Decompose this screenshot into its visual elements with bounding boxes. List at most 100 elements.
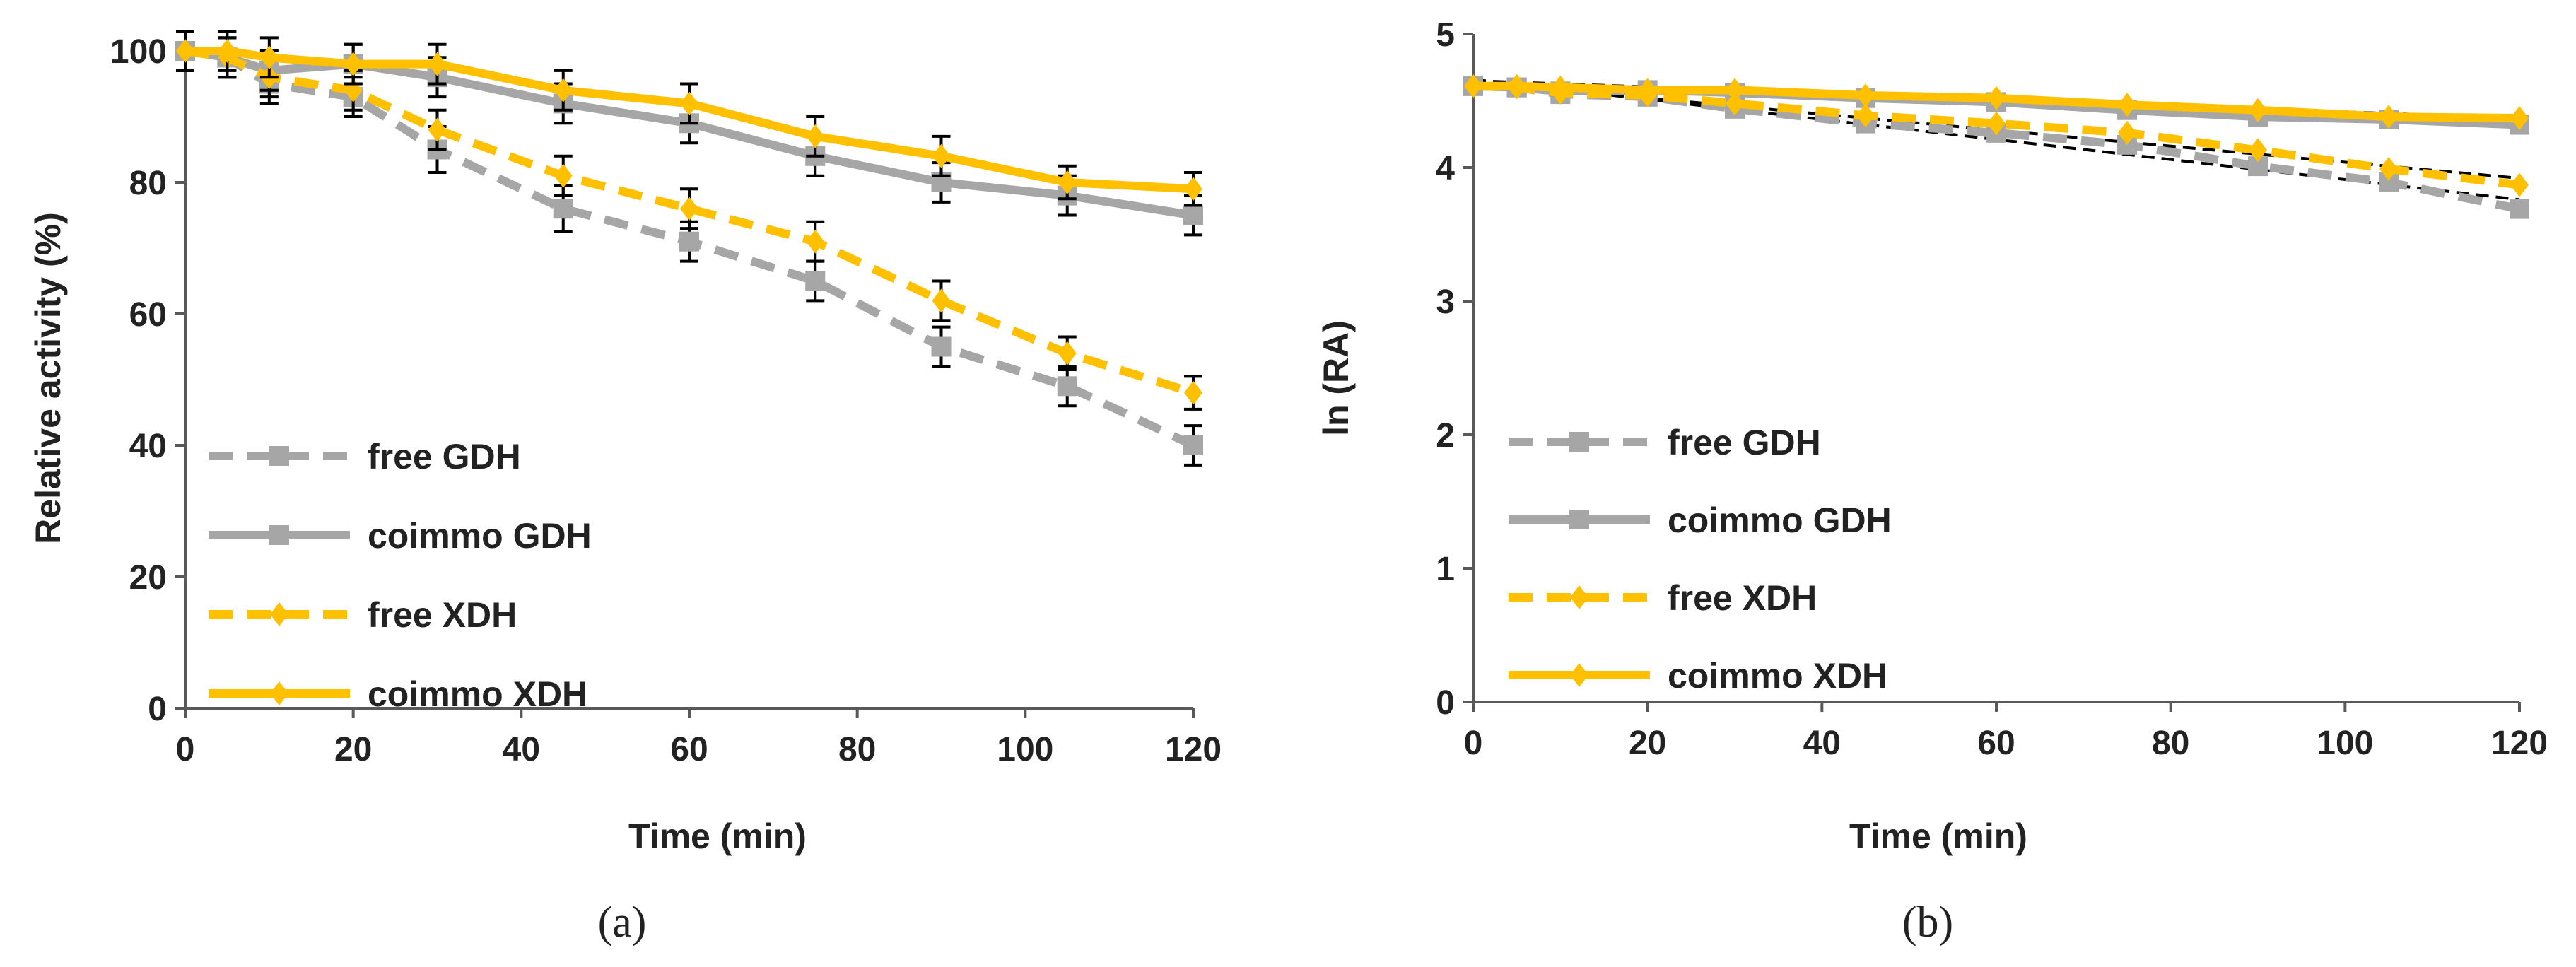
b-x-tick-label: 120: [2491, 725, 2548, 762]
a-point-free-gdh: [805, 271, 826, 291]
b-x-tick-label: 100: [2317, 725, 2373, 762]
b-point-coimmo-xdh: [2118, 93, 2136, 117]
b-y-tick-label: 4: [1436, 150, 1455, 187]
a-point-coimmo-xdh: [176, 39, 194, 63]
a-x-tick-label: 40: [503, 731, 540, 768]
a-point-free-xdh: [680, 197, 698, 221]
b-x-tick-label: 80: [2152, 725, 2189, 762]
b-point-free-xdh: [1856, 103, 1875, 128]
b-point-free-xdh: [1987, 111, 2006, 136]
b-point-free-xdh: [2510, 172, 2529, 197]
b-point-coimmo-xdh: [2510, 106, 2529, 131]
b-y-tick-label: 2: [1436, 417, 1455, 455]
a-legend-label-free-xdh: free XDH: [368, 595, 517, 635]
b-y-tick-label: 0: [1436, 684, 1455, 722]
b-legend-marker: [1569, 510, 1589, 529]
a-point-coimmo-xdh: [680, 91, 698, 116]
b-legend-label-free-gdh: free GDH: [1668, 423, 1821, 462]
a-point-free-xdh: [1184, 380, 1202, 405]
a-point-free-xdh: [428, 117, 447, 142]
chart-b-axes: 0 20 40 60 80 100 120 0 1 2 3 4 5: [1436, 16, 2548, 762]
a-x-tick-label: 60: [670, 731, 708, 768]
chart-a-legend: free GDH coimmo GDH free XDH coimmo XDH: [209, 437, 592, 714]
chart-a-ylabel: Relative activity (%): [28, 212, 68, 544]
a-point-free-gdh: [553, 199, 573, 219]
b-point-coimmo-xdh: [1551, 75, 1570, 100]
a-point-free-xdh: [554, 163, 573, 188]
a-point-free-gdh: [1057, 376, 1077, 397]
b-point-coimmo-xdh: [1726, 78, 1744, 102]
b-legend-label-coimmo-gdh: coimmo GDH: [1668, 500, 1892, 540]
chart-b-caption: (b): [1902, 898, 1953, 947]
a-legend-label-free-gdh: free GDH: [368, 437, 521, 476]
chart-a-svg: 0 20 40 60 80 100 120 0 20 40 60 80 100 free GDH coim…: [28, 30, 1222, 947]
b-legend-label-free-xdh: free XDH: [1668, 578, 1817, 618]
a-point-coimmo-xdh: [806, 124, 825, 148]
b-legend-label-coimmo-xdh: coimmo XDH: [1668, 656, 1887, 696]
a-y-tick-label: 60: [129, 296, 167, 334]
b-x-tick-label: 20: [1629, 725, 1666, 762]
b-legend-marker: [1570, 663, 1588, 687]
a-legend-label-coimmo-xdh: coimmo XDH: [368, 674, 587, 714]
a-x-tick-label: 100: [997, 731, 1053, 768]
a-x-tick-label: 120: [1165, 731, 1222, 768]
a-point-free-xdh: [806, 229, 825, 254]
b-point-free-xdh: [2249, 138, 2267, 163]
b-point-coimmo-xdh: [1464, 74, 1482, 98]
a-x-tick-label: 20: [334, 731, 372, 768]
b-point-free-gdh: [2510, 199, 2529, 219]
b-point-free-xdh: [1726, 91, 1744, 116]
a-point-coimmo-xdh: [932, 143, 951, 168]
b-legend-marker: [1570, 585, 1588, 609]
b-point-coimmo-xdh: [1507, 74, 1526, 98]
b-y-tick-label: 5: [1436, 16, 1455, 54]
chart-a-caption: (a): [598, 898, 647, 947]
a-legend-label-coimmo-gdh: coimmo GDH: [368, 516, 592, 556]
a-y-tick-label: 80: [129, 165, 167, 202]
a-point-coimmo-xdh: [1058, 170, 1077, 194]
chart-panel-b: 0 20 40 60 80 100 120 0 1 2 3 4 5 free GDH coimmo GDH…: [1288, 0, 2576, 963]
b-x-tick-label: 0: [1464, 725, 1483, 762]
a-legend-marker: [270, 681, 288, 705]
b-point-free-xdh: [2379, 156, 2398, 181]
a-series-line-free-gdh: [185, 47, 1195, 450]
a-legend-marker: [270, 602, 288, 626]
a-x-tick-label: 80: [838, 731, 876, 768]
a-point-free-xdh: [932, 288, 951, 313]
b-point-free-xdh: [2118, 120, 2136, 145]
a-y-tick-label: 100: [110, 33, 167, 71]
b-point-coimmo-xdh: [1638, 78, 1657, 102]
a-point-coimmo-xdh: [1184, 177, 1202, 201]
chart-b-ylabel: ln (RA): [1316, 320, 1356, 436]
b-point-coimmo-xdh: [1987, 86, 2006, 110]
chart-a-xlabel: Time (min): [628, 816, 807, 856]
b-y-tick-label: 1: [1436, 551, 1455, 588]
a-y-tick-label: 0: [148, 691, 167, 728]
chart-b-svg: 0 20 40 60 80 100 120 0 1 2 3 4 5 free GDH coimmo GDH…: [1316, 16, 2548, 947]
a-point-coimmo-xdh: [218, 39, 237, 63]
a-point-free-gdh: [931, 336, 952, 357]
chart-panel-a: 0 20 40 60 80 100 120 0 20 40 60 80 100 free GDH coim…: [0, 0, 1288, 963]
a-point-free-gdh: [1183, 435, 1203, 455]
a-x-tick-label: 0: [176, 731, 195, 768]
b-x-tick-label: 60: [1977, 725, 2015, 762]
a-legend-marker: [269, 525, 289, 545]
chart-b-legend: free GDH coimmo GDH free XDH coimmo XDH: [1509, 423, 1892, 696]
chart-b-marks: [1463, 74, 2529, 219]
a-point-coimmo-xdh: [344, 52, 363, 76]
b-x-tick-label: 40: [1803, 725, 1841, 762]
a-point-coimmo-xdh: [428, 52, 447, 76]
a-point-coimmo-xdh: [259, 45, 279, 70]
a-point-free-xdh: [1058, 341, 1077, 365]
b-y-tick-label: 3: [1436, 283, 1455, 321]
b-legend-marker: [1569, 432, 1589, 452]
a-y-tick-label: 20: [129, 559, 167, 597]
b-point-coimmo-xdh: [1856, 83, 1875, 107]
a-point-coimmo-xdh: [554, 78, 573, 102]
chart-b-xlabel: Time (min): [1849, 816, 2027, 856]
a-y-tick-label: 40: [129, 428, 167, 465]
b-point-coimmo-xdh: [2379, 105, 2398, 129]
chart-a-axes: 0 20 40 60 80 100 120 0 20 40 60 80 100: [110, 33, 1222, 768]
a-point-coimmo-gdh: [1183, 205, 1203, 225]
b-point-coimmo-xdh: [2249, 98, 2267, 122]
